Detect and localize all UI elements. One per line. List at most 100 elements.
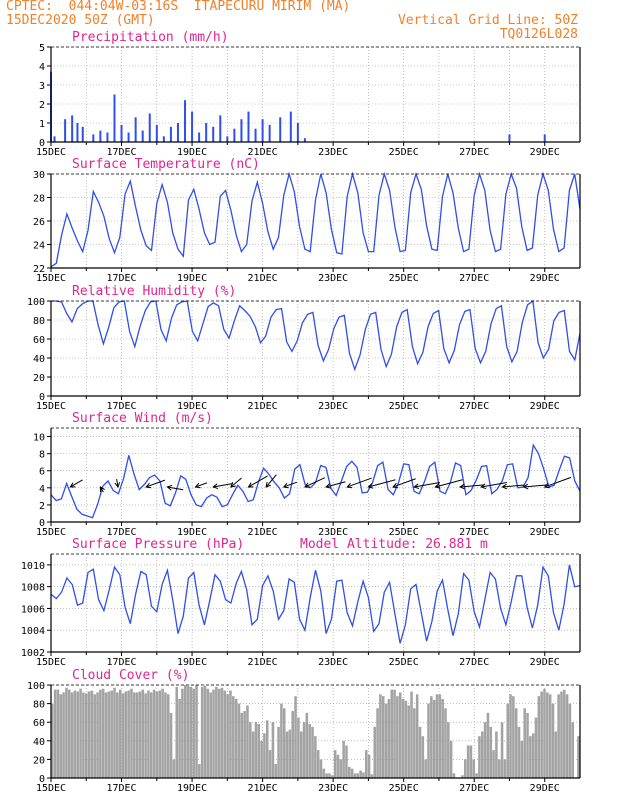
cloud-cover-bar bbox=[220, 687, 224, 778]
cloud-cover-bar bbox=[240, 712, 244, 778]
cloud-cover-bar bbox=[376, 708, 379, 778]
wind-arrow bbox=[248, 475, 268, 488]
precipitation-bar bbox=[212, 126, 215, 142]
wind-xtick-label: 19DEC bbox=[177, 527, 207, 538]
humidity-xtick-label: 25DEC bbox=[389, 401, 419, 412]
cloud-cover-bar bbox=[565, 694, 569, 778]
pressure-xtick-label: 25DEC bbox=[389, 657, 419, 668]
wind-arrow-head bbox=[480, 483, 487, 490]
cloud-cover-bar bbox=[509, 694, 512, 778]
cloud-cover-bar bbox=[362, 772, 365, 778]
wind-arrow-head bbox=[212, 483, 219, 490]
cloud-cover-bar bbox=[299, 731, 303, 778]
cloud-cover-bar bbox=[84, 693, 88, 778]
wind-arrow-head bbox=[434, 483, 441, 489]
cloud-cover-bar bbox=[141, 689, 145, 778]
cloud-cover-bar bbox=[183, 685, 187, 778]
wind-ytick-label: 10 bbox=[33, 433, 45, 444]
temperature-xtick-label: 27DEC bbox=[459, 273, 489, 284]
cloud-cover-bar bbox=[489, 726, 493, 778]
wind-xtick-label: 17DEC bbox=[106, 527, 136, 538]
cloud-cover-bar bbox=[311, 726, 314, 778]
humidity-title: Relative Humidity (%) bbox=[72, 284, 236, 299]
cloud-cover-bar bbox=[251, 731, 255, 778]
cloud-cover-bar bbox=[415, 694, 419, 778]
precipitation-bar bbox=[261, 119, 264, 142]
cloud-cover-bar bbox=[546, 692, 549, 778]
humidity-xtick-label: 15DEC bbox=[36, 401, 66, 412]
pressure-xtick-label: 19DEC bbox=[177, 657, 207, 668]
cloud-cover-bar bbox=[282, 708, 286, 778]
precipitation-xtick-label: 25DEC bbox=[389, 147, 419, 158]
humidity-xtick-label: 19DEC bbox=[177, 401, 207, 412]
wind-arrow-head bbox=[392, 482, 399, 489]
wind-arrow-head bbox=[99, 486, 105, 492]
cloud-cover-bar bbox=[543, 688, 546, 778]
temperature-xtick-label: 23DEC bbox=[318, 273, 348, 284]
precipitation-bar bbox=[169, 126, 172, 142]
precipitation-xtick-label: 29DEC bbox=[530, 147, 560, 158]
wind-arrow-head bbox=[230, 482, 236, 488]
cloud-cover-bar bbox=[529, 736, 532, 778]
precipitation-bar bbox=[148, 113, 151, 142]
cloud-cover-xtick-label: 29DEC bbox=[530, 783, 560, 794]
cloud-cover-bar bbox=[161, 688, 164, 778]
wind-ytick-label: 6 bbox=[39, 467, 45, 478]
precipitation-bar bbox=[113, 94, 116, 142]
cloud-cover-bar bbox=[246, 705, 249, 778]
wind-xtick-label: 15DEC bbox=[36, 527, 66, 538]
cloud-cover-bar bbox=[257, 724, 261, 778]
cloud-cover-bar bbox=[497, 759, 501, 778]
cloud-cover-bar bbox=[237, 703, 241, 778]
wind-arrow bbox=[70, 479, 83, 488]
cloud-cover-bar bbox=[531, 733, 535, 778]
cloud-cover-bar bbox=[138, 691, 142, 778]
cloud-cover-bar bbox=[325, 773, 328, 778]
temperature-ytick-label: 30 bbox=[33, 170, 45, 181]
header-grid-line-note: Vertical Grid Line: 50Z bbox=[397, 13, 578, 28]
wind-ytick-label: 2 bbox=[39, 501, 45, 512]
cloud-cover-bar bbox=[172, 759, 176, 778]
cloud-cover-bar bbox=[537, 696, 541, 778]
wind-ytick-label: 0 bbox=[39, 518, 45, 529]
cloud-cover-bar bbox=[226, 694, 229, 778]
cloud-cover-bar bbox=[370, 774, 374, 778]
precipitation-bar bbox=[176, 123, 179, 142]
cloud-cover-bar bbox=[407, 705, 410, 778]
cloud-cover-bar bbox=[135, 692, 139, 778]
cloud-cover-bar bbox=[53, 689, 57, 778]
cloud-cover-bar bbox=[107, 691, 111, 778]
cloud-cover-bar bbox=[166, 694, 170, 778]
wind-arrow bbox=[195, 482, 208, 488]
cloud-cover-bar bbox=[178, 698, 181, 778]
cloud-cover-bar bbox=[424, 759, 427, 778]
cloud-cover-bar bbox=[116, 692, 119, 778]
cloud-cover-bar bbox=[548, 694, 552, 778]
header-station: CPTEC: 044:04W-03:16S ITAPECURU MIRIM (M… bbox=[6, 0, 351, 14]
cloud-cover-bar bbox=[336, 754, 340, 778]
cloud-cover-bar bbox=[217, 688, 221, 778]
cloud-cover-bar bbox=[234, 698, 238, 778]
wind-arrow-head bbox=[346, 482, 353, 489]
cloud-cover-bar bbox=[288, 729, 292, 778]
humidity-ytick-label: 60 bbox=[33, 335, 45, 346]
cloud-cover-title: Cloud Cover (%) bbox=[72, 668, 189, 683]
wind-arrow-head bbox=[501, 483, 508, 490]
cloud-cover-bar bbox=[99, 689, 102, 778]
cloud-cover-bar bbox=[229, 690, 232, 778]
pressure-title: Surface Pressure (hPa) bbox=[72, 537, 244, 552]
wind-arrow bbox=[502, 484, 525, 488]
cloud-cover-bar bbox=[430, 696, 433, 778]
precipitation-xtick-label: 15DEC bbox=[36, 147, 66, 158]
cloud-cover-bar bbox=[127, 690, 130, 778]
cloud-cover-bar bbox=[308, 724, 311, 778]
precipitation-bar bbox=[508, 134, 511, 142]
cloud-cover-bar bbox=[398, 692, 402, 778]
wind-arrow bbox=[435, 479, 463, 488]
precipitation-bar bbox=[289, 111, 292, 142]
cloud-cover-bar bbox=[113, 687, 116, 778]
pressure-ytick-label: 1004 bbox=[21, 626, 45, 637]
cloud-cover-bar bbox=[503, 759, 507, 778]
cloud-cover-bar bbox=[353, 773, 357, 778]
cloud-cover-bar bbox=[373, 726, 377, 778]
